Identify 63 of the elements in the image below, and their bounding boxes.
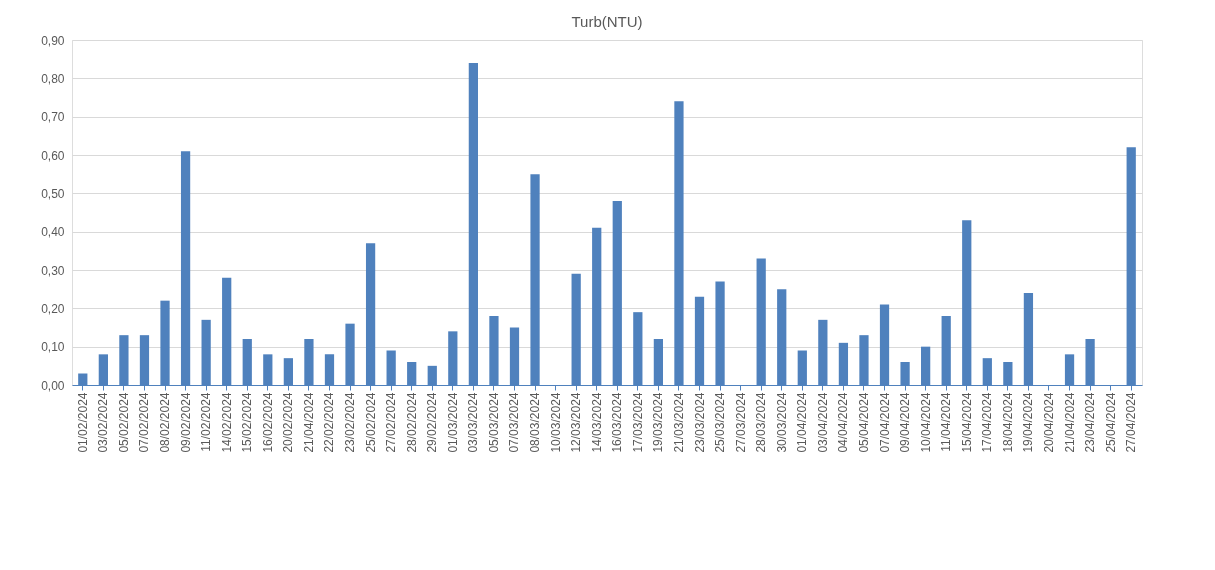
- x-tick-label: 15/02/2024: [240, 392, 255, 453]
- x-tick-label: 07/02/2024: [137, 392, 152, 453]
- x-tick-label: 28/03/2024: [754, 392, 769, 453]
- x-tick-label: 09/02/2024: [178, 392, 193, 453]
- x-tick-label: 03/03/2024: [466, 392, 481, 453]
- y-tick-label: 0,00: [41, 378, 65, 393]
- x-tick-label: 09/04/2024: [898, 392, 913, 453]
- x-tick-label: 18/04/2024: [1000, 392, 1015, 453]
- x-tick-label: 27/03/2024: [733, 392, 748, 453]
- x-tick-label: 12/03/2024: [569, 392, 584, 453]
- x-tick-label: 16/02/2024: [260, 392, 275, 453]
- x-tick-label: 27/04/2024: [1124, 392, 1139, 453]
- x-tick-label: 23/04/2024: [1083, 392, 1098, 453]
- x-tick-label: 28/02/2024: [404, 392, 419, 453]
- x-tick-label: 14/03/2024: [589, 392, 604, 453]
- chart-title: Turb(NTU): [571, 13, 643, 30]
- x-tick-label: 25/04/2024: [1103, 392, 1118, 453]
- x-tick-label: 21/04/2024: [1062, 392, 1077, 453]
- x-tick-label: 07/03/2024: [507, 392, 522, 453]
- x-tick-label: 15/04/2024: [959, 392, 974, 453]
- x-tick-label: 08/03/2024: [528, 392, 543, 453]
- x-tick-label: 11/04/2024: [939, 392, 954, 452]
- x-tick-label: 07/04/2024: [877, 392, 892, 453]
- y-tick-label: 0,40: [41, 225, 65, 240]
- x-tick-label: 14/02/2024: [219, 392, 234, 453]
- y-tick-label: 0,60: [41, 148, 65, 163]
- x-tick-label: 20/02/2024: [281, 392, 296, 453]
- x-tick-label: 05/03/2024: [486, 392, 501, 453]
- x-tick-label: 30/03/2024: [774, 392, 789, 453]
- x-tick-label: 10/04/2024: [918, 392, 933, 453]
- x-tick-label: 11/02/2024: [199, 392, 214, 452]
- x-tick-label: 05/04/2024: [856, 392, 871, 453]
- x-tick-label: 17/04/2024: [980, 392, 995, 453]
- x-tick-label: 01/03/2024: [445, 392, 460, 453]
- x-tick-label: 03/04/2024: [815, 392, 830, 453]
- x-tick-label: 17/03/2024: [630, 392, 645, 453]
- x-tick-label: 25/03/2024: [713, 392, 728, 453]
- x-tick-label: 01/02/2024: [75, 392, 90, 453]
- y-tick-label: 0,10: [41, 340, 65, 355]
- x-tick-label: 27/02/2024: [384, 392, 399, 453]
- x-tick-label: 21/04/2024: [301, 392, 316, 453]
- x-tick-label: 19/04/2024: [1021, 392, 1036, 453]
- x-tick-label: 25/02/2024: [363, 392, 378, 453]
- x-tick-label: 23/03/2024: [692, 392, 707, 453]
- x-tick-label: 04/04/2024: [836, 392, 851, 453]
- x-tick-label: 08/02/2024: [158, 392, 173, 453]
- x-tick-label: 22/02/2024: [322, 392, 337, 453]
- x-tick-label: 23/02/2024: [343, 392, 358, 453]
- y-tick-label: 0,80: [41, 71, 65, 86]
- y-tick-label: 0,70: [41, 110, 65, 125]
- y-tick-label: 0,90: [41, 33, 65, 48]
- x-tick-label: 19/03/2024: [651, 392, 666, 453]
- y-tick-label: 0,20: [41, 301, 65, 316]
- x-tick-label: 03/02/2024: [96, 392, 111, 453]
- x-tick-label: 16/03/2024: [610, 392, 625, 453]
- x-tick-label: 01/04/2024: [795, 392, 810, 453]
- x-tick-label: 10/03/2024: [548, 392, 563, 453]
- y-tick-label: 0,50: [41, 186, 65, 201]
- x-tick-label: 29/02/2024: [425, 392, 440, 453]
- x-tick-label: 05/02/2024: [116, 392, 131, 453]
- y-tick-label: 0,30: [41, 263, 65, 278]
- x-tick-label: 20/04/2024: [1041, 392, 1056, 453]
- x-tick-label: 21/03/2024: [671, 392, 686, 453]
